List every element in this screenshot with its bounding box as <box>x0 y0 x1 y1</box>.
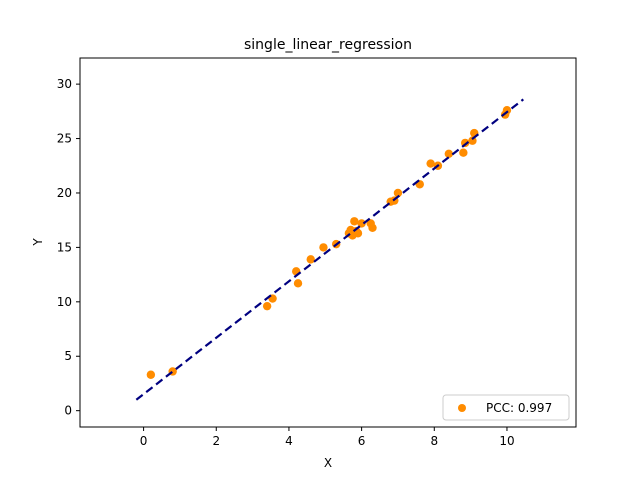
plot-area: 0 2 4 6 8 10 0 5 10 15 20 25 30 <box>57 77 524 448</box>
regression-line <box>135 98 524 401</box>
y-tick-label: 5 <box>64 349 72 363</box>
y-tick-label: 0 <box>64 404 72 418</box>
data-point <box>293 279 303 288</box>
y-tick-label: 15 <box>57 240 72 254</box>
data-point <box>468 136 477 145</box>
legend-box <box>442 394 570 421</box>
data-point <box>368 223 377 233</box>
data-point <box>357 219 366 228</box>
x-tick-label: 4 <box>285 434 293 448</box>
legend: PCC: 0.997 <box>442 394 570 421</box>
data-point <box>426 159 435 168</box>
y-tick-label: 20 <box>57 186 72 200</box>
legend-marker <box>458 404 466 412</box>
x-tick-label: 2 <box>212 434 220 448</box>
data-point <box>444 149 454 158</box>
data-point <box>319 243 328 252</box>
data-point <box>350 217 359 226</box>
x-tick-label: 8 <box>430 434 438 448</box>
y-tick-label: 25 <box>57 132 72 146</box>
data-point <box>262 301 272 311</box>
x-tick-label: 10 <box>499 434 514 448</box>
data-point <box>393 188 403 198</box>
x-tick-label: 6 <box>358 434 366 448</box>
axes-frame <box>79 57 577 428</box>
y-tick-label: 10 <box>57 295 72 309</box>
data-point <box>353 229 363 238</box>
legend-label: PCC: 0.997 <box>486 401 552 415</box>
y-axis-label: Y <box>31 238 45 247</box>
data-point <box>306 255 315 264</box>
chart-title: single_linear_regression <box>244 37 412 53</box>
y-tick-label: 30 <box>57 77 72 91</box>
data-point <box>459 148 468 157</box>
x-tick-label: 0 <box>140 434 148 448</box>
data-point <box>146 370 156 379</box>
x-axis-label: X <box>324 456 332 470</box>
